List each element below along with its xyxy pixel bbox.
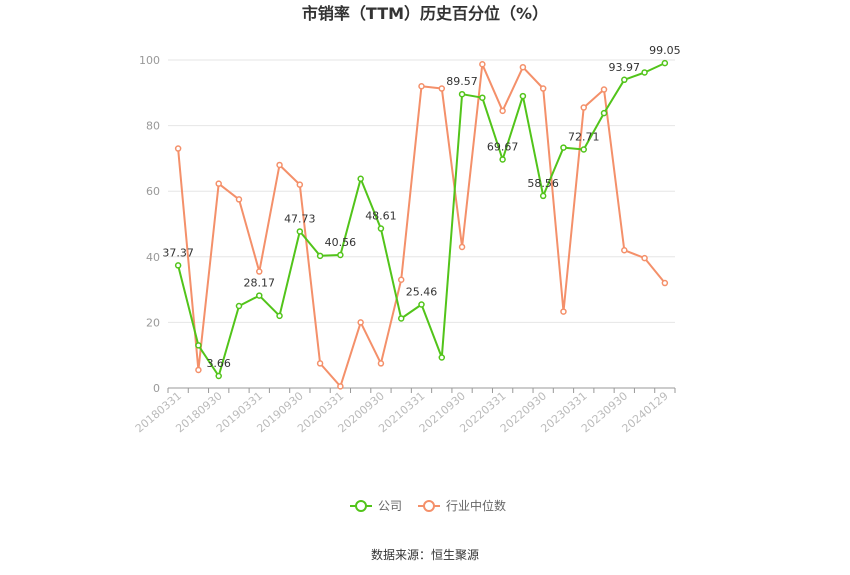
- data-label: 58.56: [527, 177, 559, 190]
- y-tick-label: 40: [146, 251, 160, 264]
- data-point: [357, 319, 364, 326]
- data-point: [519, 92, 527, 100]
- data-point: [560, 308, 567, 315]
- data-point: [539, 192, 547, 200]
- data-point: [337, 251, 344, 259]
- data-label: 28.17: [244, 277, 276, 290]
- data-point: [377, 225, 385, 232]
- data-point: [418, 82, 425, 90]
- data-point: [600, 86, 608, 93]
- data-labels: 37.37 3.66 28.17 47.73 40.56 48.61 25.46 89.57 6…: [162, 44, 680, 370]
- data-point: [499, 156, 506, 163]
- data-point: [600, 109, 608, 117]
- series-line-1: [177, 63, 666, 388]
- chart-title: 市销率（TTM）历史百分位（%）: [302, 4, 548, 23]
- legend-item-1[interactable]: 行业中位数: [418, 498, 506, 513]
- data-point: [539, 85, 547, 92]
- data-point: [479, 61, 486, 68]
- y-tick-label: 60: [146, 185, 160, 198]
- data-point: [479, 94, 486, 101]
- data-point: [641, 69, 648, 76]
- y-axis: 0 20 40 60 80 100: [139, 54, 160, 395]
- data-point: [438, 354, 446, 361]
- data-point: [661, 59, 669, 67]
- data-label: 89.57: [446, 75, 478, 88]
- data-label: 48.61: [365, 210, 397, 223]
- data-point: [256, 292, 263, 299]
- data-point: [458, 90, 466, 98]
- data-point: [621, 76, 628, 84]
- data-label: 99.05: [649, 44, 681, 57]
- data-point: [195, 342, 202, 349]
- data-point: [215, 180, 222, 187]
- legend[interactable]: 公司 行业中位数: [350, 498, 506, 513]
- data-point: [418, 301, 425, 308]
- data-point: [276, 312, 283, 320]
- data-point: [377, 360, 385, 367]
- data-point: [661, 279, 669, 287]
- series-layer: [174, 59, 669, 390]
- data-point: [580, 146, 587, 153]
- source-note: 数据来源：恒生聚源: [371, 547, 479, 562]
- data-point: [397, 315, 405, 322]
- legend-marker: [355, 500, 367, 512]
- data-point: [560, 144, 567, 151]
- data-point: [316, 252, 324, 260]
- data-point: [276, 161, 283, 169]
- data-label: 93.97: [609, 61, 641, 74]
- y-tick-label: 100: [139, 54, 160, 67]
- data-point: [357, 175, 364, 182]
- legend-label: 行业中位数: [446, 498, 506, 513]
- y-tick-label: 80: [146, 120, 160, 133]
- series-line-0: [177, 62, 666, 377]
- data-point: [296, 181, 304, 188]
- x-axis: 2018033120180930201903312019093020200331…: [133, 387, 676, 435]
- data-point: [235, 302, 243, 310]
- y-tick-label: 20: [146, 316, 160, 329]
- legend-label: 公司: [378, 499, 402, 513]
- legend-item-0[interactable]: 公司: [350, 499, 402, 513]
- y-tick-label: 0: [153, 382, 160, 395]
- data-point: [215, 372, 222, 380]
- data-point: [316, 360, 324, 367]
- data-label: 72.71: [568, 131, 600, 144]
- data-label: 25.46: [406, 285, 438, 298]
- data-point: [641, 254, 648, 262]
- data-point: [235, 196, 243, 203]
- data-label: 37.37: [162, 246, 194, 259]
- data-point: [174, 262, 182, 269]
- data-point: [580, 104, 587, 111]
- data-point: [499, 107, 506, 115]
- legend-marker: [423, 500, 435, 512]
- data-point: [195, 366, 202, 374]
- data-point: [621, 246, 628, 254]
- data-point: [174, 145, 182, 152]
- data-label: 3.66: [206, 357, 231, 370]
- grid: [168, 59, 675, 323]
- data-point: [256, 268, 263, 275]
- data-point: [438, 85, 446, 92]
- data-point: [296, 228, 304, 235]
- data-label: 40.56: [325, 236, 357, 249]
- data-label: 47.73: [284, 212, 316, 225]
- data-point: [458, 243, 466, 251]
- data-point: [519, 63, 527, 71]
- data-label: 69.67: [487, 140, 519, 153]
- data-point: [397, 276, 405, 284]
- data-point: [337, 383, 344, 390]
